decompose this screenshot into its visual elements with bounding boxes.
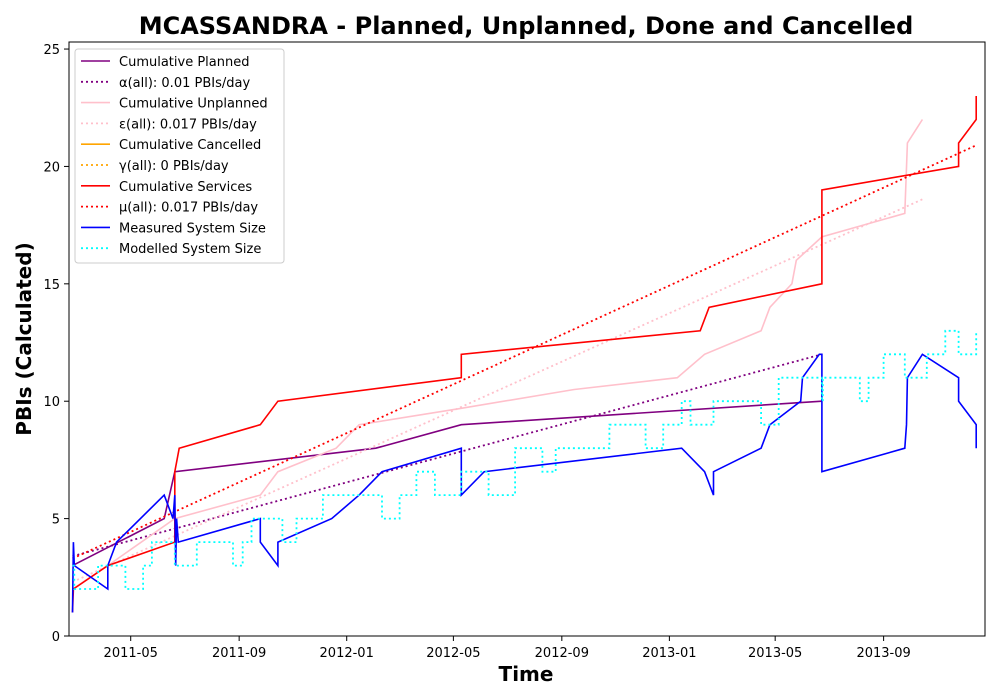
series-line-all-0-017-pbis-day bbox=[72, 144, 977, 560]
legend-label-8: Measured System Size bbox=[119, 221, 266, 236]
chart-title: MCASSANDRA - Planned, Unplanned, Done an… bbox=[139, 12, 914, 40]
y-tick-label-3: 15 bbox=[43, 278, 60, 293]
legend-label-7: μ(all): 0.017 PBIs/day bbox=[119, 201, 258, 216]
series-line-cumulative-planned bbox=[72, 400, 822, 567]
plot-frame bbox=[68, 41, 986, 637]
x-tick-label-4: 2012-09 bbox=[535, 646, 589, 661]
y-axis-label: PBIs (Calculated) bbox=[12, 242, 36, 435]
y-tick-label-5: 25 bbox=[43, 43, 60, 58]
x-tick-label-1: 2011-09 bbox=[212, 646, 266, 661]
x-tick-label-2: 2012-01 bbox=[320, 646, 374, 661]
series-line-modelled-system-size bbox=[72, 329, 978, 590]
legend: Cumulative Planned α(all): 0.01 PBIs/day C… bbox=[74, 48, 285, 264]
series-line-all-0-017-pbis-day bbox=[72, 198, 923, 583]
legend-box bbox=[74, 48, 285, 264]
series-line-measured-system-size bbox=[71, 353, 977, 613]
series-line-cumulative-services bbox=[71, 96, 977, 613]
series-layer bbox=[71, 96, 978, 613]
x-axis: 2011-05 2011-09 2012-01 2012-05 2012-09 2013-… bbox=[104, 636, 911, 661]
legend-label-2: Cumulative Unplanned bbox=[119, 97, 268, 112]
x-tick-label-6: 2013-05 bbox=[748, 646, 802, 661]
legend-label-6: Cumulative Services bbox=[119, 180, 252, 195]
series-line-all-0-01-pbis-day bbox=[72, 353, 823, 558]
x-axis-label: Time bbox=[499, 662, 554, 686]
legend-label-3: ε(all): 0.017 PBIs/day bbox=[119, 117, 257, 132]
y-tick-label-1: 5 bbox=[52, 513, 60, 528]
legend-label-0: Cumulative Planned bbox=[119, 55, 249, 70]
x-tick-label-7: 2013-09 bbox=[856, 646, 910, 661]
x-tick-label-5: 2013-01 bbox=[642, 646, 696, 661]
x-tick-label-3: 2012-05 bbox=[426, 646, 480, 661]
x-tick-label-0: 2011-05 bbox=[104, 646, 158, 661]
y-axis: 0 5 10 15 20 25 bbox=[43, 43, 69, 645]
legend-label-5: γ(all): 0 PBIs/day bbox=[119, 159, 229, 174]
y-tick-label-4: 20 bbox=[43, 160, 60, 175]
y-tick-label-2: 10 bbox=[43, 395, 60, 410]
legend-label-4: Cumulative Cancelled bbox=[119, 138, 261, 153]
legend-label-1: α(all): 0.01 PBIs/day bbox=[119, 76, 250, 91]
legend-label-9: Modelled System Size bbox=[119, 242, 261, 257]
y-tick-label-0: 0 bbox=[52, 630, 60, 645]
